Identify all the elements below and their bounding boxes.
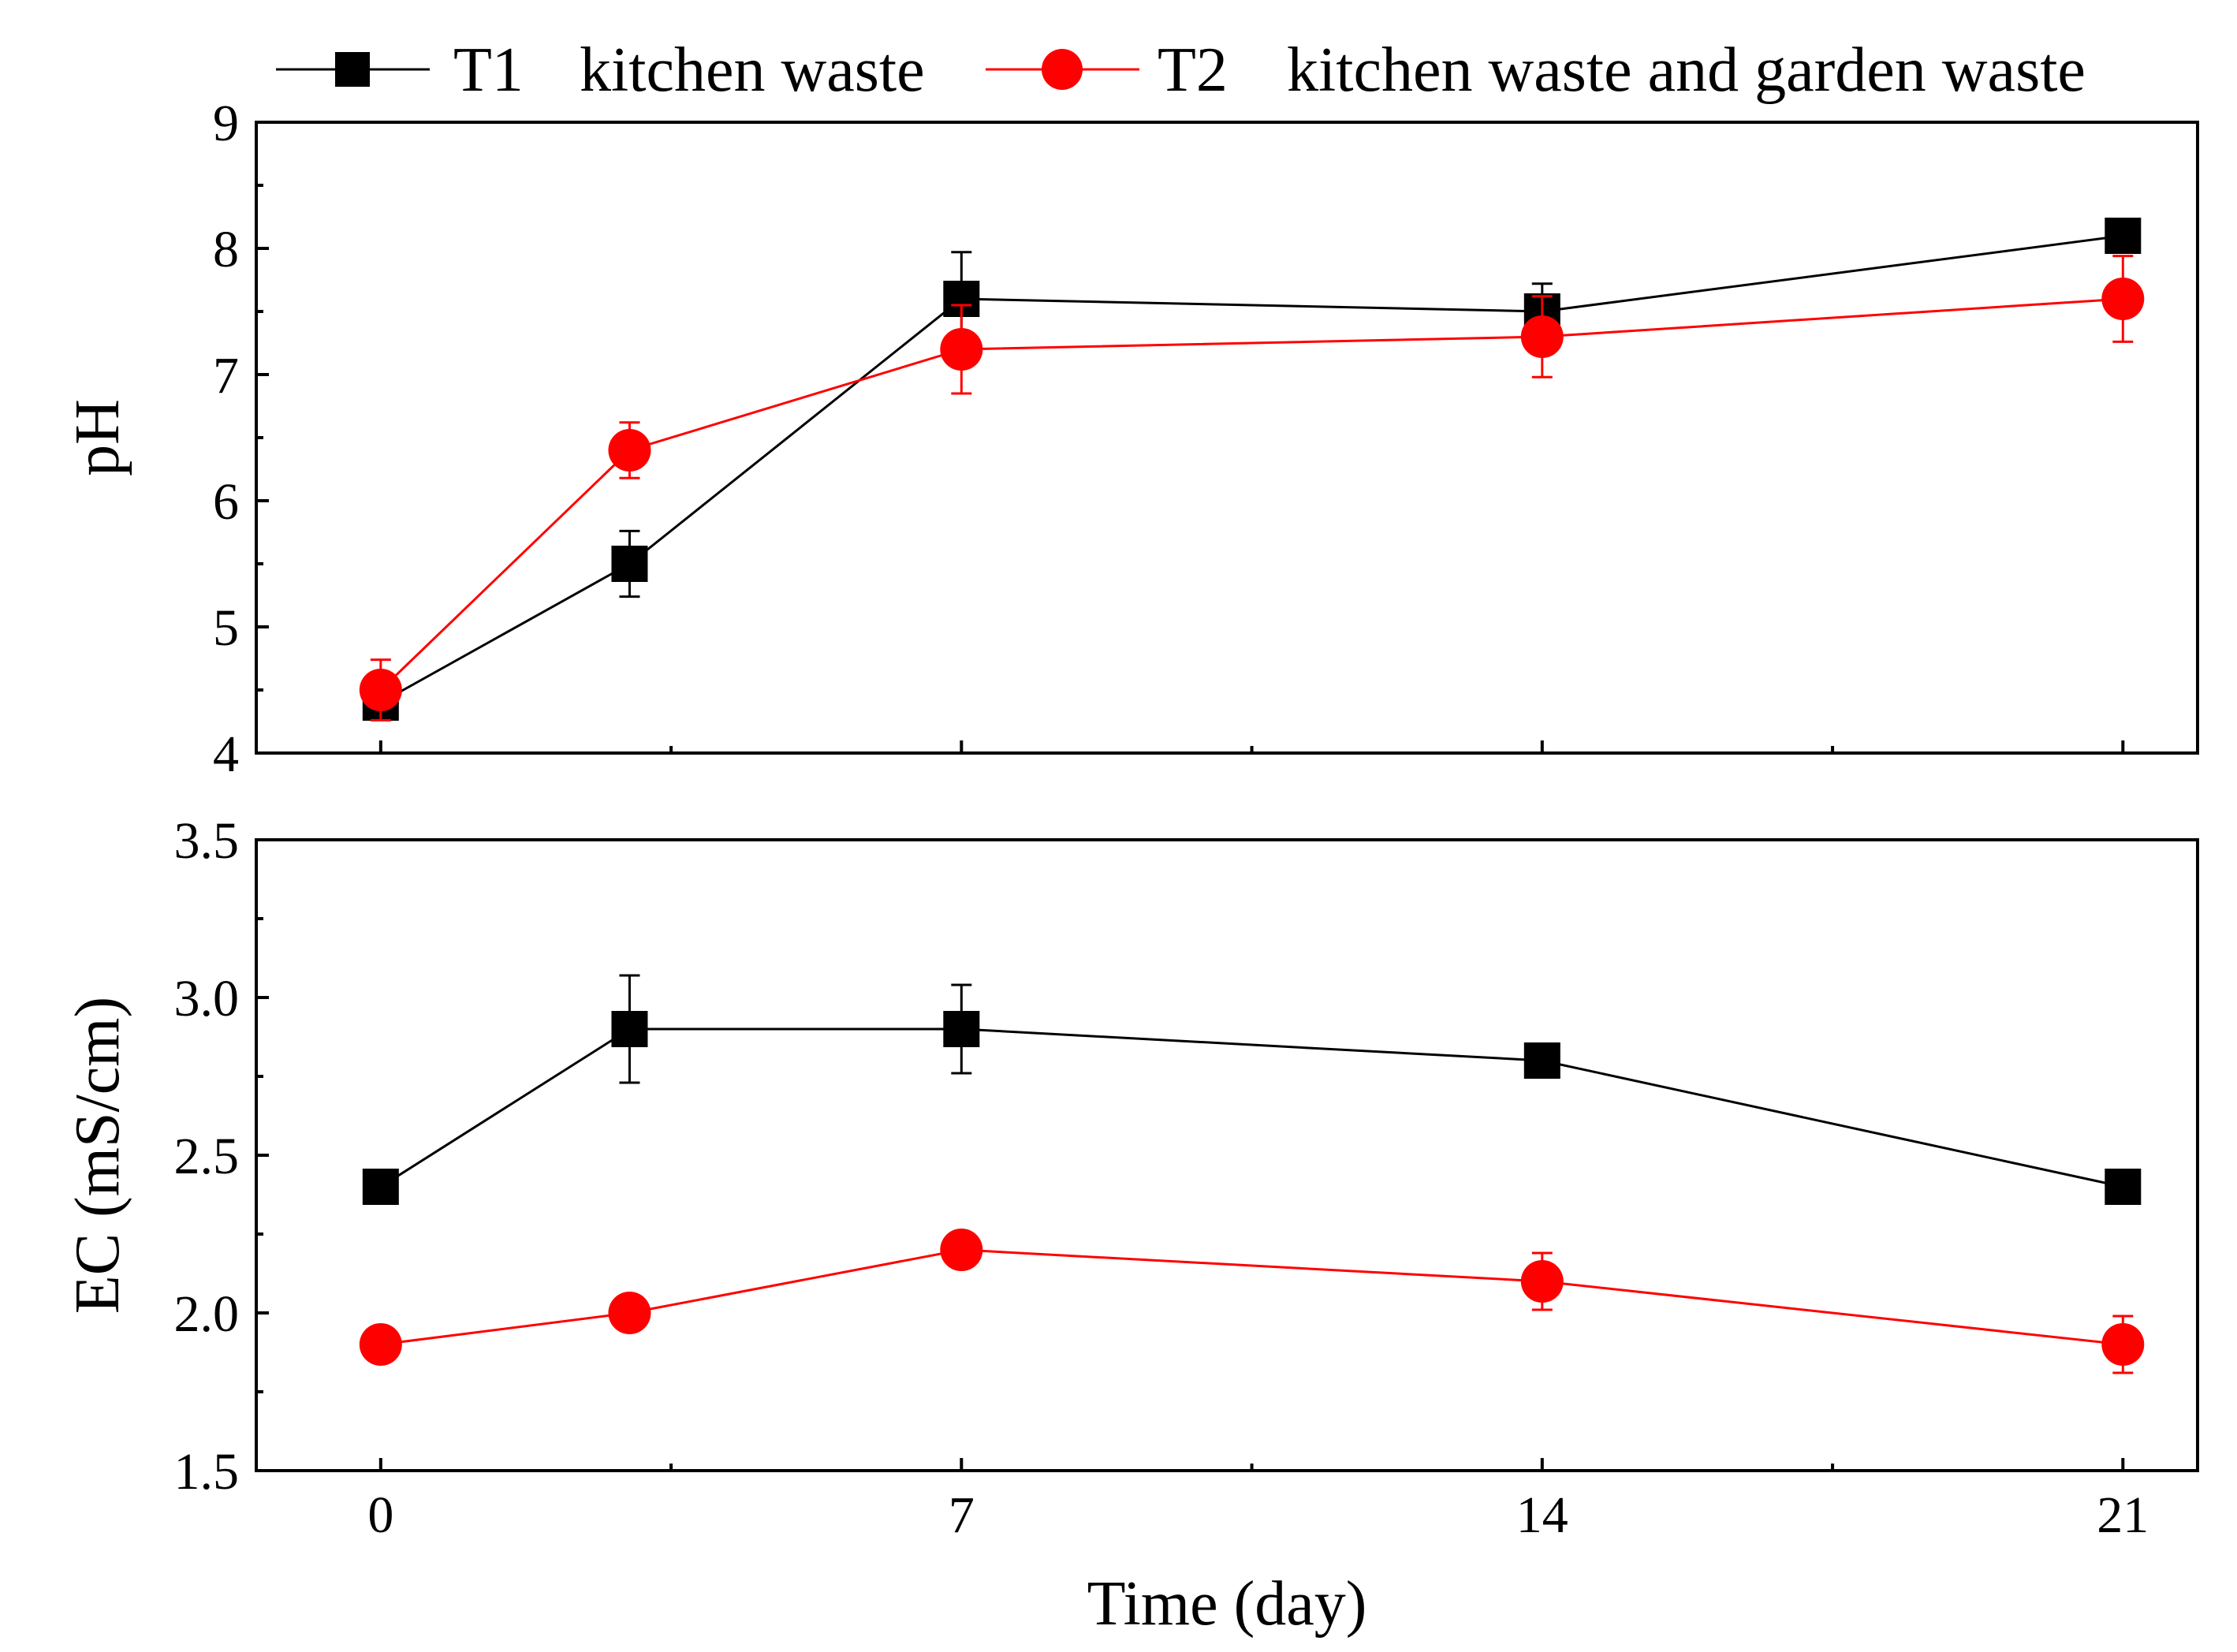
x-axis-title: Time (day) (1087, 1569, 1367, 1639)
y-tick-label: 5 (213, 599, 239, 657)
series-line (380, 1027, 2123, 1188)
ph-x-ticks (378, 740, 2125, 753)
data-point-square (611, 1011, 648, 1047)
legend-label-t2-text: kitchen waste and garden waste (1287, 35, 2086, 105)
y-tick-label: 6 (213, 473, 239, 531)
y-tick-label: 1.5 (174, 1443, 240, 1501)
data-point-square (1523, 1042, 1560, 1079)
legend-square-marker-icon (335, 52, 370, 87)
legend-circle-marker-icon (1042, 49, 1083, 90)
ph-y-axis-title: pH (63, 399, 132, 476)
y-tick-label: 8 (213, 221, 239, 278)
data-point-square (2105, 218, 2142, 254)
data-point-circle (1520, 315, 1564, 358)
y-tick-label: 2.0 (174, 1285, 240, 1343)
legend: T1 kitchen waste T2 kitchen waste and ga… (276, 35, 2086, 105)
data-point-square (362, 1169, 399, 1205)
ec-series (359, 974, 2145, 1374)
ph-plot-frame (255, 121, 2199, 755)
data-point-circle (608, 429, 651, 472)
data-point-square (611, 546, 648, 582)
ec-x-ticks: 0 7 14 21 (367, 1458, 2149, 1544)
legend-item-t1: T1 kitchen waste (276, 35, 925, 105)
ph-series (359, 218, 2145, 722)
x-tick-label: 21 (2097, 1486, 2149, 1544)
ec-panel: 1.5 2.0 2.5 3.0 3.5 0 7 14 21 EC (mS/cm) Time (… (63, 812, 2199, 1639)
data-point-circle (2101, 278, 2145, 320)
data-point-square (943, 1011, 980, 1047)
legend-label-t2-code: T2 (1158, 35, 1228, 105)
data-point-circle (359, 1323, 402, 1366)
data-point-circle (2101, 1323, 2145, 1366)
y-tick-label: 2.5 (174, 1128, 240, 1185)
data-point-circle (940, 328, 983, 371)
series-line (379, 297, 2123, 692)
series-line (380, 234, 2123, 704)
y-tick-label: 3.0 (174, 970, 240, 1027)
ph-panel: 4 5 6 7 8 9 pH (63, 95, 2199, 783)
data-point-circle (940, 1229, 983, 1271)
ec-plot-frame (255, 838, 2199, 1472)
x-tick-label: 14 (1516, 1486, 1568, 1544)
ec-y-ticks: 1.5 2.0 2.5 3.0 3.5 (174, 812, 269, 1501)
data-point-circle (608, 1292, 651, 1334)
x-tick-label: 7 (949, 1486, 975, 1544)
legend-label-t1-text: kitchen waste (580, 35, 925, 105)
ph-y-ticks: 4 5 6 7 8 9 (213, 95, 269, 783)
y-tick-label: 3.5 (174, 812, 240, 870)
x-tick-label: 0 (367, 1486, 393, 1544)
legend-item-t2: T2 kitchen waste and garden waste (986, 35, 2086, 105)
data-point-square (2105, 1169, 2142, 1205)
y-tick-label: 9 (213, 95, 239, 152)
data-point-circle (359, 669, 402, 711)
data-point-circle (1520, 1260, 1564, 1303)
ec-y-axis-title: EC (mS/cm) (63, 997, 132, 1314)
y-tick-label: 4 (213, 725, 239, 783)
y-tick-label: 7 (213, 347, 239, 405)
legend-label-t1-code: T1 (453, 35, 524, 105)
